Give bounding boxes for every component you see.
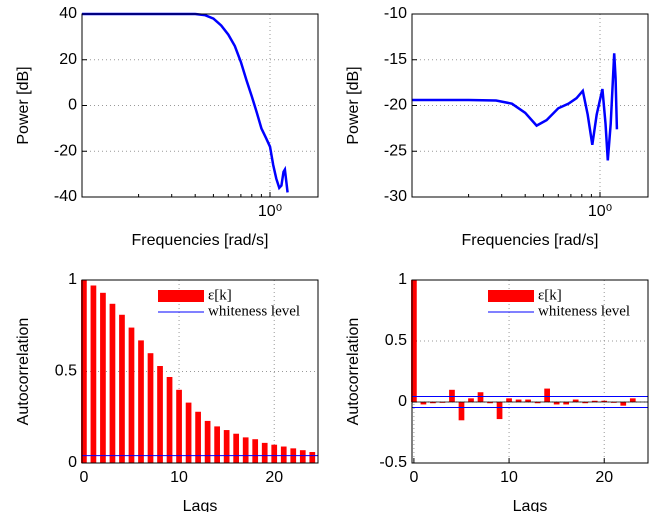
bar xyxy=(204,420,211,463)
bar xyxy=(582,402,589,404)
y-axis-label: Autocorrelation xyxy=(15,318,32,426)
bar xyxy=(534,402,541,404)
bar xyxy=(563,402,570,405)
y-tick-label: 1 xyxy=(68,271,77,288)
x-tick-label: 10 xyxy=(170,469,188,486)
bar xyxy=(477,392,484,402)
bar xyxy=(271,444,278,463)
y-axis-label: Autocorrelation xyxy=(345,318,362,426)
bar xyxy=(90,285,97,463)
y-tick-label: 0 xyxy=(398,393,407,410)
bar xyxy=(506,398,512,402)
bar xyxy=(138,340,144,463)
x-axis-label: Frequencies [rad/s] xyxy=(462,232,599,249)
y-axis-label: Power [dB] xyxy=(15,66,32,144)
axes-box xyxy=(411,279,649,464)
bar xyxy=(525,399,531,402)
data-line xyxy=(412,53,619,161)
bar xyxy=(487,402,493,404)
y-tick-label: -30 xyxy=(384,188,407,205)
y-tick-label: -20 xyxy=(54,142,77,159)
legend-label: ε[k] xyxy=(538,287,562,303)
y-tick-label: -15 xyxy=(384,51,407,68)
x-tick-label: 0 xyxy=(409,469,418,486)
x-tick-label: 10⁰ xyxy=(258,203,282,220)
y-tick-label: 0 xyxy=(68,97,77,114)
axes-box xyxy=(411,13,649,198)
x-tick-label: 10 xyxy=(500,469,518,486)
bar xyxy=(544,388,550,402)
y-tick-label: 0 xyxy=(68,454,77,471)
subplot: -30 -25 -20 -15 -10 10⁰ Frequencies [rad/s] Pow… xyxy=(345,5,649,249)
bar xyxy=(496,402,503,420)
bar xyxy=(157,366,163,463)
y-tick-label: 0.5 xyxy=(385,332,407,349)
plot-area xyxy=(412,280,648,463)
bar xyxy=(553,402,560,405)
bar xyxy=(309,452,316,463)
bar xyxy=(572,399,579,402)
bar xyxy=(109,303,116,463)
x-tick-label: 20 xyxy=(265,469,283,486)
bar xyxy=(223,430,230,463)
y-tick-label: 20 xyxy=(59,51,77,68)
bar xyxy=(601,400,608,402)
y-tick-label: -40 xyxy=(54,188,77,205)
y-tick-label: 40 xyxy=(59,5,77,22)
bar xyxy=(280,446,287,463)
bar xyxy=(147,353,154,463)
subplot: 00.510 10 20LagsAutocorrelationε[k]whitene… xyxy=(15,271,319,512)
y-tick-label: 1 xyxy=(398,271,407,288)
bar xyxy=(449,389,455,402)
subplot: -40 -20 0 20 40 10⁰ Frequencies [rad/s] Power [… xyxy=(15,5,319,249)
bar xyxy=(166,376,173,463)
legend-label: whiteness level xyxy=(538,303,630,319)
bar xyxy=(81,280,87,463)
legend-swatch xyxy=(488,290,534,302)
bar xyxy=(620,402,627,406)
bar xyxy=(468,398,474,402)
bar xyxy=(185,402,192,463)
data-line xyxy=(82,12,289,193)
bar xyxy=(195,411,201,463)
y-tick-label: -10 xyxy=(384,5,407,22)
bar xyxy=(176,389,182,463)
bar xyxy=(214,426,220,463)
bar xyxy=(242,437,249,463)
subplot: -0.500.510 10 20LagsAutocorrelationε[k]whi… xyxy=(345,271,649,512)
bar xyxy=(515,399,522,402)
y-tick-label: -20 xyxy=(384,97,407,114)
y-tick-label: 0.5 xyxy=(55,363,77,380)
bar xyxy=(128,327,135,463)
x-axis-label: Lags xyxy=(513,498,548,512)
bar xyxy=(119,314,125,463)
bar xyxy=(591,400,598,402)
bar xyxy=(629,398,636,402)
bar xyxy=(458,402,465,421)
bar xyxy=(233,433,240,463)
bar xyxy=(252,439,259,463)
x-axis-label: Frequencies [rad/s] xyxy=(132,232,269,249)
bar xyxy=(430,402,436,404)
y-tick-label: -25 xyxy=(384,142,407,159)
legend-label: whiteness level xyxy=(208,303,300,319)
bar xyxy=(261,442,268,463)
x-axis-label: Lags xyxy=(183,498,218,512)
axes-box xyxy=(81,279,319,464)
y-tick-label: -0.5 xyxy=(379,454,407,471)
x-tick-label: 0 xyxy=(79,469,88,486)
x-tick-label: 10⁰ xyxy=(588,203,612,220)
bar xyxy=(299,450,306,463)
bar xyxy=(100,292,106,463)
legend-swatch xyxy=(158,290,204,302)
axes-box xyxy=(81,13,319,198)
x-tick-label: 20 xyxy=(595,469,613,486)
bar xyxy=(420,402,427,405)
bar xyxy=(411,280,417,402)
legend-label: ε[k] xyxy=(208,287,232,303)
y-axis-label: Power [dB] xyxy=(345,66,362,144)
